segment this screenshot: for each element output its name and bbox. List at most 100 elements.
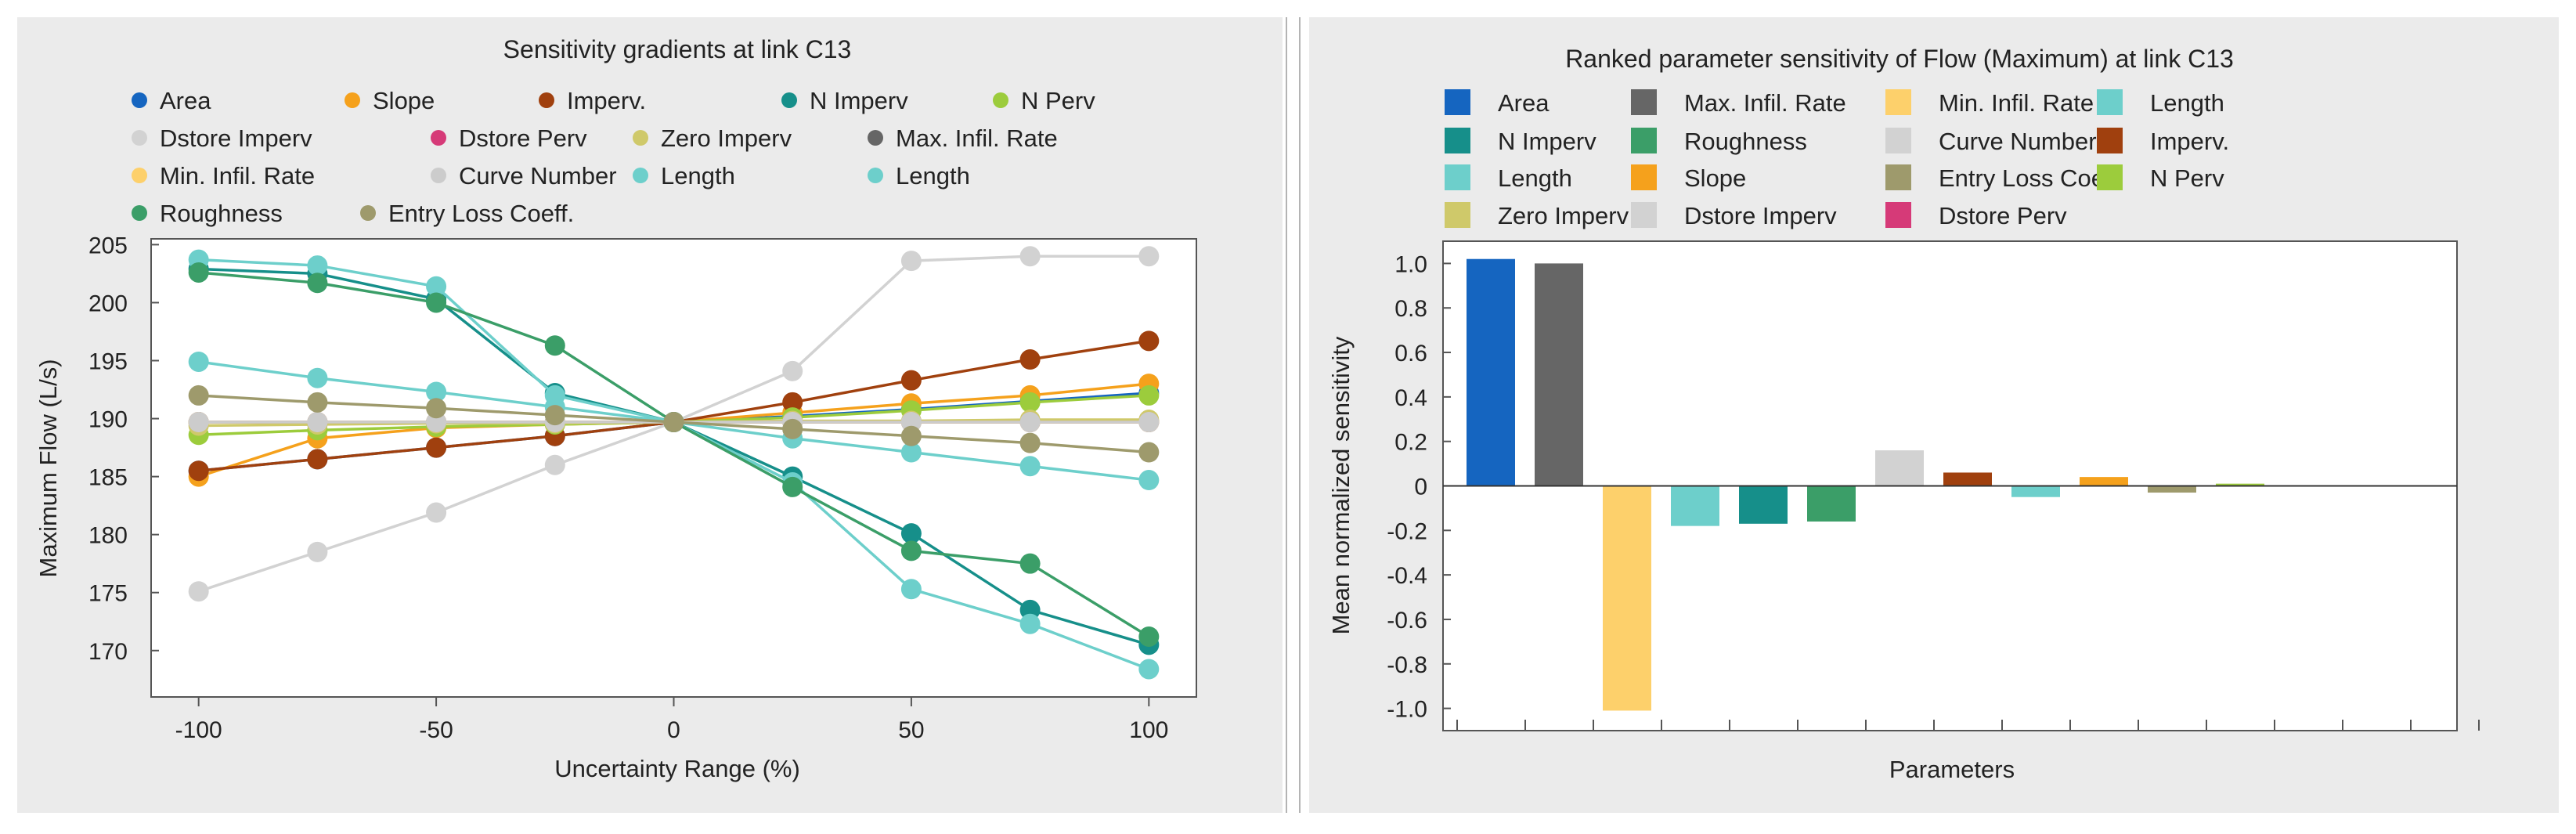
y-tick-label: 0.6	[1394, 341, 1427, 366]
legend-label: N Perv	[1021, 87, 1095, 114]
data-point	[900, 540, 922, 561]
legend-swatch	[1885, 164, 1911, 190]
data-point	[782, 392, 803, 413]
bar	[1943, 472, 1992, 486]
legend-label: Min. Infil. Rate	[160, 162, 315, 190]
data-point	[307, 392, 328, 413]
legend-label: Roughness	[160, 200, 283, 227]
legend-marker	[360, 205, 376, 221]
x-tick-label: -100	[175, 717, 222, 743]
bar	[2011, 486, 2060, 497]
data-point	[426, 292, 447, 313]
legend-label: Imperv.	[567, 87, 646, 114]
data-point	[900, 579, 922, 600]
legend-marker	[132, 130, 147, 146]
y-tick-label: -0.8	[1387, 652, 1427, 678]
y-tick-label: 0.2	[1394, 430, 1427, 456]
data-point	[544, 335, 565, 356]
legend-label: Roughness	[1684, 128, 1807, 155]
legend-swatch	[1445, 128, 1470, 153]
legend-label: Length	[1498, 164, 1572, 192]
bar	[1603, 486, 1651, 711]
legend-label: Min. Infil. Rate	[1939, 89, 2094, 117]
legend-marker	[633, 130, 648, 146]
legend-swatch	[1885, 89, 1911, 115]
y-tick-label: 190	[88, 407, 128, 433]
legend-marker	[132, 92, 147, 108]
data-point	[1138, 385, 1160, 406]
data-point	[307, 367, 328, 388]
legend-swatch	[1885, 202, 1911, 228]
x-tick-label: 0	[667, 717, 680, 743]
data-point	[782, 360, 803, 381]
data-point	[544, 454, 565, 475]
y-tick-label: 205	[88, 233, 128, 258]
legend-label: Dstore Perv	[1939, 202, 2067, 229]
legend-swatch	[1885, 128, 1911, 153]
legend-swatch	[2097, 128, 2123, 153]
data-point	[900, 370, 922, 391]
data-point	[426, 381, 447, 403]
bar	[1807, 486, 1856, 522]
legend-marker	[781, 92, 797, 108]
bar	[1467, 258, 1515, 486]
data-point	[307, 412, 328, 432]
y-tick-label: -1.0	[1387, 697, 1427, 723]
data-point	[1019, 246, 1041, 267]
legend-label: Length	[661, 162, 735, 190]
legend-label: Length	[2150, 89, 2224, 117]
data-point	[1138, 330, 1160, 352]
y-tick-label: -0.4	[1387, 563, 1427, 589]
legend-label: N Imperv	[810, 87, 908, 114]
legend-swatch	[2097, 164, 2123, 190]
data-point	[1138, 470, 1160, 491]
legend-marker	[633, 168, 648, 183]
line-x-axis-title: Uncertainty Range (%)	[554, 755, 800, 782]
data-point	[1019, 553, 1041, 574]
data-point	[426, 276, 447, 297]
data-point	[307, 541, 328, 562]
data-point	[1138, 659, 1160, 680]
legend-marker	[431, 168, 446, 183]
bar-chart-title: Ranked parameter sensitivity of Flow (Ma…	[1565, 45, 2234, 73]
line-y-axis-title: Maximum Flow (L/s)	[34, 359, 62, 577]
data-point	[426, 437, 447, 458]
bar	[1875, 450, 1924, 486]
legend-label: Slope	[373, 87, 435, 114]
data-point	[1019, 599, 1041, 620]
legend-marker	[132, 168, 147, 183]
legend-swatch	[2097, 89, 2123, 115]
legend-swatch	[1445, 164, 1470, 190]
data-point	[900, 412, 922, 432]
legend-label: N Imperv	[1498, 128, 1596, 155]
data-point	[782, 418, 803, 439]
bar-y-axis-title: Mean normalized sensitivity	[1327, 336, 1355, 634]
y-tick-label: 0.8	[1394, 296, 1427, 322]
data-point	[426, 502, 447, 523]
bar	[1739, 486, 1788, 524]
x-tick-label: 100	[1129, 717, 1168, 743]
data-point	[188, 351, 209, 372]
data-point	[1019, 412, 1041, 432]
legend-marker	[539, 92, 554, 108]
data-point	[1138, 626, 1160, 647]
legend-label: Slope	[1684, 164, 1746, 192]
data-point	[188, 385, 209, 406]
data-point	[1138, 442, 1160, 463]
data-point	[188, 460, 209, 482]
legend-label: N Perv	[2150, 164, 2224, 192]
data-point	[544, 385, 565, 406]
data-point	[188, 262, 209, 283]
y-tick-label: 175	[88, 581, 128, 607]
bar	[2216, 483, 2264, 486]
legend-swatch	[1631, 164, 1657, 190]
data-point	[307, 255, 328, 276]
line-chart-title: Sensitivity gradients at link C13	[503, 35, 852, 63]
data-point	[1019, 349, 1041, 370]
data-point	[188, 581, 209, 602]
legend-swatch	[1631, 128, 1657, 153]
y-tick-label: 0.4	[1394, 385, 1427, 411]
legend-label: Zero Imperv	[1498, 202, 1629, 229]
bar	[1535, 263, 1583, 486]
y-tick-label: -0.6	[1387, 608, 1427, 634]
